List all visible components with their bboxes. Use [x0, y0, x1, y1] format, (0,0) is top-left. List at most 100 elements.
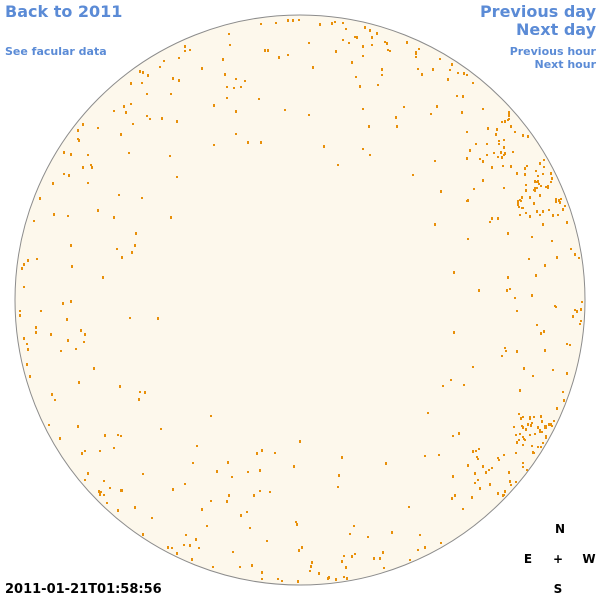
facula — [532, 451, 534, 454]
facula — [176, 552, 178, 555]
facula — [334, 21, 336, 23]
facula — [367, 536, 369, 538]
facula — [424, 546, 426, 549]
facula — [389, 50, 391, 52]
facula — [212, 566, 214, 568]
facula — [521, 207, 523, 209]
facula — [436, 105, 438, 108]
compass-south: S — [553, 582, 563, 596]
facula — [458, 432, 460, 435]
facula — [384, 41, 386, 43]
facula — [353, 525, 355, 527]
facular-link[interactable]: See facular data — [5, 45, 107, 58]
facula — [503, 187, 505, 189]
facula — [343, 555, 345, 557]
facula — [78, 139, 80, 142]
facula — [343, 576, 345, 578]
facula — [512, 151, 514, 153]
facula — [128, 152, 130, 154]
facula — [466, 74, 468, 76]
facula — [63, 151, 65, 154]
facula — [542, 442, 544, 444]
facula — [489, 221, 491, 223]
facula — [478, 448, 480, 450]
facula — [260, 23, 262, 25]
facula — [275, 22, 277, 24]
facula — [33, 220, 35, 222]
facula — [529, 215, 531, 218]
facula — [552, 214, 554, 217]
facula — [195, 538, 197, 541]
facula — [274, 452, 276, 454]
facula — [532, 375, 534, 377]
facula — [534, 433, 536, 435]
facula — [99, 493, 101, 496]
previous-day-link[interactable]: Previous day — [479, 2, 596, 21]
facula — [337, 486, 339, 488]
facula — [421, 73, 423, 76]
facula — [319, 23, 321, 26]
facula — [134, 506, 136, 509]
facula — [210, 415, 212, 417]
facula — [449, 69, 451, 71]
facula — [519, 389, 521, 392]
previous-hour-link[interactable]: Previous hour — [509, 45, 596, 58]
facula — [438, 454, 440, 456]
facula — [142, 473, 144, 475]
facula — [281, 580, 283, 582]
facula — [463, 384, 465, 386]
facula — [497, 217, 499, 220]
facula — [515, 452, 517, 454]
facula — [233, 87, 235, 89]
compass-center: + — [552, 552, 564, 566]
facula — [479, 158, 481, 160]
facula — [491, 467, 493, 469]
next-day-link[interactable]: Next day — [516, 20, 596, 39]
facula — [247, 471, 249, 473]
facula — [213, 144, 215, 146]
facula — [427, 412, 429, 414]
facula — [113, 216, 115, 219]
facula — [541, 420, 543, 423]
facula — [99, 450, 101, 452]
facula — [564, 205, 566, 207]
facula — [533, 202, 535, 205]
next-hour-link[interactable]: Next hour — [534, 58, 597, 71]
facula — [335, 578, 337, 581]
facula — [138, 398, 140, 401]
facula — [376, 32, 378, 35]
facula — [522, 462, 524, 464]
facula — [90, 164, 92, 166]
facula — [81, 452, 83, 455]
facula — [119, 385, 121, 388]
facula — [354, 36, 356, 38]
facula — [362, 148, 364, 150]
facula — [345, 28, 347, 30]
facula — [504, 120, 506, 123]
facula — [474, 482, 476, 484]
facula — [97, 127, 99, 129]
facula — [170, 216, 172, 219]
facula — [520, 417, 522, 420]
facula — [522, 436, 524, 438]
facula — [491, 166, 493, 169]
facula — [160, 428, 162, 430]
facula — [537, 446, 539, 448]
facula — [472, 82, 474, 84]
facula — [83, 341, 85, 343]
facula — [297, 580, 299, 583]
facula — [516, 350, 518, 353]
facula — [267, 49, 269, 52]
facula — [78, 381, 80, 384]
facula — [507, 232, 509, 235]
facula — [235, 133, 237, 135]
facula — [536, 324, 538, 326]
facula — [23, 263, 25, 266]
facula — [539, 429, 541, 431]
back-link[interactable]: Back to 2011 — [5, 2, 123, 21]
facula — [579, 323, 581, 325]
facula — [520, 200, 522, 202]
facula — [453, 271, 455, 274]
facula — [491, 217, 493, 220]
